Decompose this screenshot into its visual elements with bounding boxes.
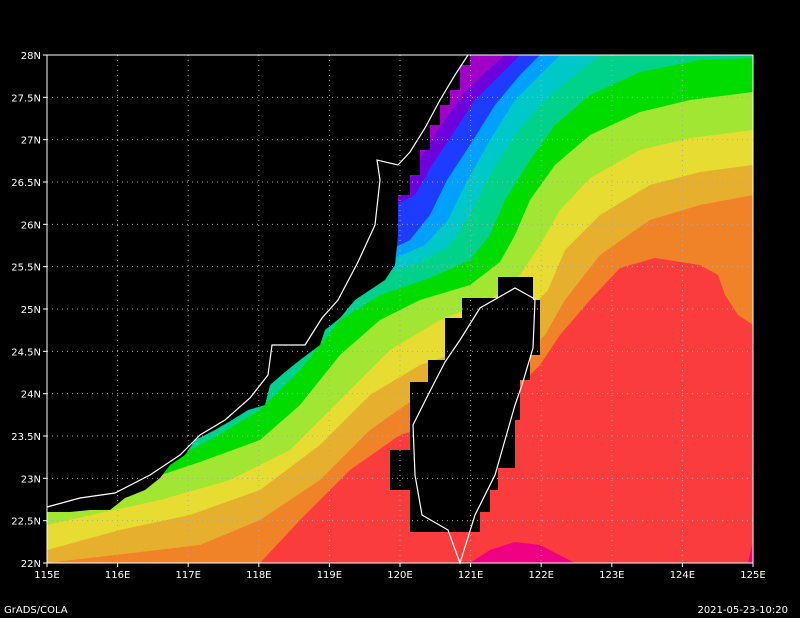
footer-timestamp: 2021-05-23-10:20: [697, 605, 788, 616]
lon-tick-label: 118E: [246, 570, 271, 581]
lon-tick-label: 124E: [670, 570, 695, 581]
footer-credit: GrADS/COLA: [4, 605, 68, 616]
lon-tick-label: 115E: [34, 570, 59, 581]
land-mask-mainland: [47, 55, 470, 512]
lon-tick-label: 123E: [599, 570, 624, 581]
land-mask-taiwan: [390, 277, 540, 532]
lon-tick-label: 125E: [740, 570, 765, 581]
lat-tick-label: 23N: [21, 474, 41, 485]
coastline-taiwan: [412, 287, 536, 565]
coastline-mainland: [46, 54, 469, 508]
lat-tick-label: 22N: [21, 559, 41, 570]
latitude-axis: 22N 22.5N 23N 23.5N 24N 24.5N 25N 25.5N 26N 26.5N…: [11, 51, 47, 570]
lat-tick-label: 28N: [21, 51, 41, 62]
lat-tick-label: 25N: [21, 305, 41, 316]
lon-tick-label: 119E: [317, 570, 342, 581]
field-band-magenta: [470, 542, 575, 563]
longitude-axis: 115E 116E 117E 118E 119E 120E 121E 122E 123E 124E…: [34, 563, 766, 581]
lat-tick-label: 22.5N: [11, 517, 41, 528]
lat-tick-label: 27.5N: [11, 93, 41, 104]
lon-tick-label: 116E: [105, 570, 130, 581]
lat-tick-label: 27N: [21, 136, 41, 147]
field-band-magenta-corner: [748, 540, 753, 563]
lat-tick-label: 26.5N: [11, 178, 41, 189]
lon-tick-label: 122E: [528, 570, 553, 581]
lon-tick-label: 120E: [387, 570, 412, 581]
lat-tick-label: 26N: [21, 220, 41, 231]
lat-tick-label: 24N: [21, 390, 41, 401]
lat-tick-label: 24.5N: [11, 347, 41, 358]
lon-tick-label: 117E: [175, 570, 200, 581]
lon-tick-label: 121E: [458, 570, 483, 581]
plot-area: [47, 55, 753, 563]
lat-tick-label: 23.5N: [11, 432, 41, 443]
lat-tick-label: 25.5N: [11, 263, 41, 274]
